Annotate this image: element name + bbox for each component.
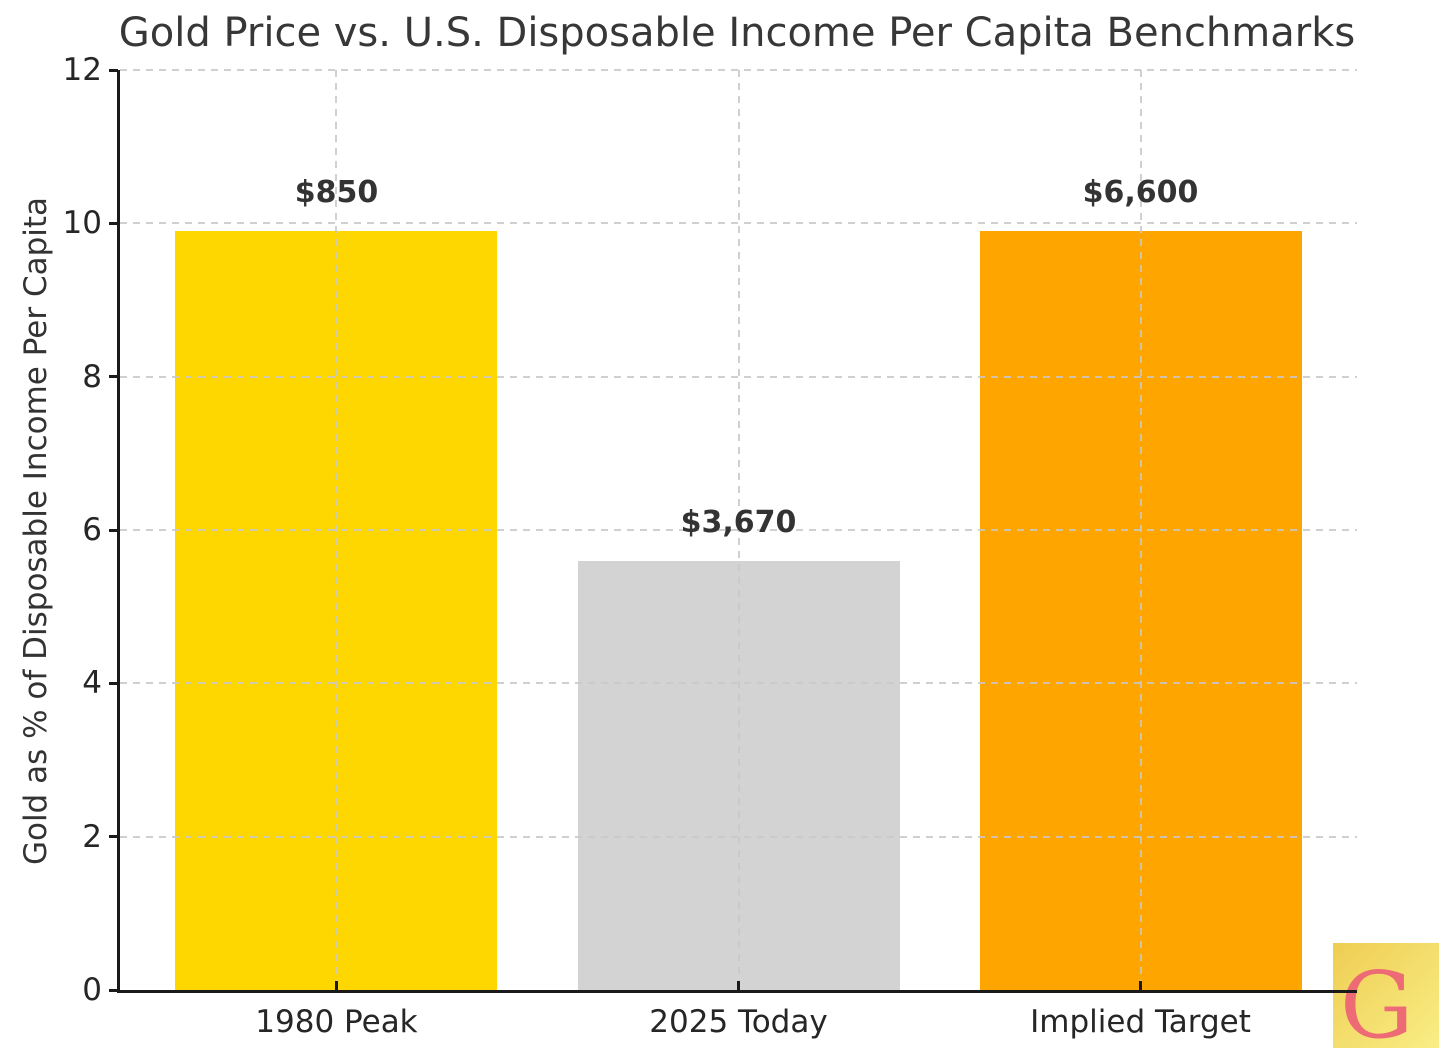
gridline-h [120,222,1357,225]
bar-value-label: $6,600 [1082,175,1199,210]
bar-value-label: $850 [294,175,379,210]
bar-value-label: $3,670 [680,504,797,540]
x-tick-label: 1980 Peak [255,1004,418,1040]
x-tick-label: Implied Target [1030,1004,1251,1040]
gridline-h [120,682,1357,685]
y-tick-mark [109,988,118,992]
x-tick-mark [1139,981,1143,990]
y-tick-label: 2 [82,818,102,855]
plot-area: $850 1980 Peak $3,670 2025 Today $6,600 Impli… [63,52,1357,1040]
brand-logo: G [1333,943,1439,1052]
y-tick-label: 8 [82,358,102,395]
gridline-h [120,69,1357,71]
logo-letter-g: G [1340,952,1414,1057]
chart-title: Gold Price vs. U.S. Disposable Income Pe… [118,10,1356,56]
y-tick-label: 6 [82,512,102,548]
y-tick-mark [109,681,118,685]
y-tick-mark [109,375,118,379]
x-tick-mark [737,981,740,990]
y-tick-mark [109,68,118,72]
x-tick-label: 2025 Today [649,1004,828,1040]
x-tick-mark [334,981,338,990]
y-tick-label: 12 [62,52,102,88]
y-tick-label: 0 [82,972,102,1008]
y-tick-mark [109,221,118,225]
y-tick-mark [109,835,118,839]
y-tick-mark [109,528,118,532]
y-tick-label: 10 [62,205,102,242]
gridline-h [120,375,1357,378]
gridline-h [120,529,1357,531]
gridline-h [120,835,1357,838]
y-tick-label: 4 [82,665,102,702]
